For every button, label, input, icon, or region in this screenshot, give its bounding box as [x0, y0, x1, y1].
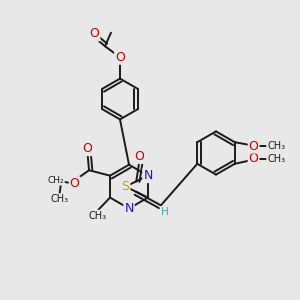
- Text: CH₂: CH₂: [47, 176, 64, 184]
- Text: CH₃: CH₃: [89, 211, 107, 220]
- Text: N: N: [124, 202, 134, 215]
- Text: N: N: [143, 169, 153, 182]
- Text: O: O: [82, 142, 92, 155]
- Text: CH₃: CH₃: [267, 154, 285, 164]
- Text: O: O: [115, 51, 125, 64]
- Text: CH₃: CH₃: [267, 141, 285, 151]
- Text: O: O: [90, 27, 99, 40]
- Text: S: S: [122, 180, 130, 193]
- Text: O: O: [70, 177, 80, 190]
- Text: CH₃: CH₃: [51, 194, 69, 204]
- Text: H: H: [160, 207, 168, 217]
- Text: O: O: [249, 140, 259, 153]
- Text: O: O: [249, 152, 259, 165]
- Text: O: O: [134, 150, 144, 163]
